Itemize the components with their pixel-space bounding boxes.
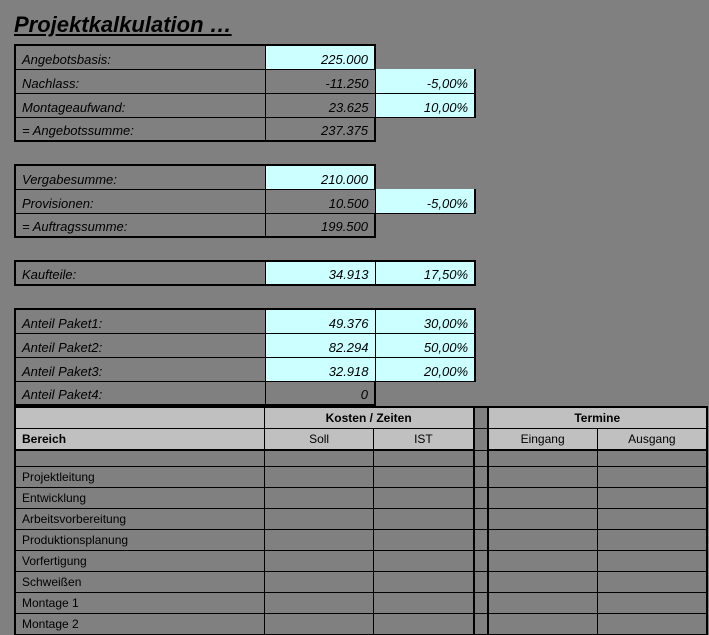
cell-ist[interactable] <box>374 571 474 592</box>
hdr-eingang: Eingang <box>488 429 598 451</box>
label-angebotssumme: = Angebotssumme: <box>15 117 265 141</box>
cell-soll[interactable] <box>264 571 374 592</box>
label-angebotsbasis: Angebotsbasis: <box>15 45 265 69</box>
cell-ausgang[interactable] <box>597 487 707 508</box>
page-title: Projektkalkulation … <box>14 12 703 38</box>
val-nachlass: -11.250 <box>265 69 375 93</box>
cell-soll[interactable] <box>264 487 374 508</box>
hdr-ist: IST <box>374 429 474 451</box>
val-auftragssumme: 199.500 <box>265 213 375 237</box>
hdr-termine: Termine <box>488 407 708 429</box>
table-row: Projektleitung <box>15 466 707 487</box>
pct-kaufteile[interactable]: 17,50% <box>375 261 475 285</box>
cell-ausgang[interactable] <box>597 550 707 571</box>
val-angebotssumme: 237.375 <box>265 117 375 141</box>
cell-ausgang[interactable] <box>597 508 707 529</box>
cell-eingang[interactable] <box>488 613 598 634</box>
cell-ist[interactable] <box>374 613 474 634</box>
cell-soll[interactable] <box>264 550 374 571</box>
cell-area: Arbeitsvorbereitung <box>15 508 264 529</box>
cell-ist[interactable] <box>374 508 474 529</box>
val-provisionen: 10.500 <box>265 189 375 213</box>
label-paket2: Anteil Paket2: <box>15 333 265 357</box>
cell-area: Montage 1 <box>15 592 264 613</box>
calc-table: Angebotsbasis: 225.000 Nachlass: -11.250… <box>14 44 476 406</box>
label-nachlass: Nachlass: <box>15 69 265 93</box>
cell-area: Montage 2 <box>15 613 264 634</box>
cell-ist[interactable] <box>374 466 474 487</box>
cell-soll[interactable] <box>264 466 374 487</box>
table-row: Schweißen <box>15 571 707 592</box>
pct-paket2[interactable]: 50,00% <box>375 333 475 357</box>
cell-ausgang[interactable] <box>597 613 707 634</box>
cell-ist[interactable] <box>374 550 474 571</box>
cell-eingang[interactable] <box>488 508 598 529</box>
cell-eingang[interactable] <box>488 550 598 571</box>
label-vergabesumme: Vergabesumme: <box>15 165 265 189</box>
cell-area: Schweißen <box>15 571 264 592</box>
hdr-ausgang: Ausgang <box>597 429 707 451</box>
cell-soll[interactable] <box>264 592 374 613</box>
table-row: Produktionsplanung <box>15 529 707 550</box>
cell-eingang[interactable] <box>488 529 598 550</box>
cell-soll[interactable] <box>264 613 374 634</box>
label-provisionen: Provisionen: <box>15 189 265 213</box>
pct-paket1[interactable]: 30,00% <box>375 309 475 333</box>
pct-montageaufwand[interactable]: 10,00% <box>375 93 475 117</box>
val-angebotsbasis[interactable]: 225.000 <box>265 45 375 69</box>
label-paket1: Anteil Paket1: <box>15 309 265 333</box>
cell-ist[interactable] <box>374 592 474 613</box>
label-paket3: Anteil Paket3: <box>15 357 265 381</box>
cell-eingang[interactable] <box>488 466 598 487</box>
schedule-table: Kosten / Zeiten Termine Bereich Soll IST… <box>14 406 708 635</box>
cell-area: Entwicklung <box>15 487 264 508</box>
val-paket3: 32.918 <box>265 357 375 381</box>
table-row: Montage 1 <box>15 592 707 613</box>
pct-paket3[interactable]: 20,00% <box>375 357 475 381</box>
val-montageaufwand: 23.625 <box>265 93 375 117</box>
table-row: Arbeitsvorbereitung <box>15 508 707 529</box>
hdr-kosten-zeiten: Kosten / Zeiten <box>264 407 473 429</box>
hdr-blank <box>15 407 264 429</box>
cell-area: Projektleitung <box>15 466 264 487</box>
val-kaufteile: 34.913 <box>265 261 375 285</box>
val-paket2: 82.294 <box>265 333 375 357</box>
label-kaufteile: Kaufteile: <box>15 261 265 285</box>
val-paket4: 0 <box>265 381 375 405</box>
hdr-soll: Soll <box>264 429 374 451</box>
cell-soll[interactable] <box>264 529 374 550</box>
val-vergabesumme[interactable]: 210.000 <box>265 165 375 189</box>
cell-ist[interactable] <box>374 529 474 550</box>
hdr-bereich: Bereich <box>15 429 264 451</box>
table-row: Vorfertigung <box>15 550 707 571</box>
cell-ausgang[interactable] <box>597 466 707 487</box>
cell-eingang[interactable] <box>488 592 598 613</box>
cell-ist[interactable] <box>374 487 474 508</box>
label-auftragssumme: = Auftragssumme: <box>15 213 265 237</box>
pct-provisionen[interactable]: -5,00% <box>375 189 475 213</box>
cell-area: Vorfertigung <box>15 550 264 571</box>
val-paket1: 49.376 <box>265 309 375 333</box>
table-row: Entwicklung <box>15 487 707 508</box>
cell-eingang[interactable] <box>488 487 598 508</box>
table-row: Montage 2 <box>15 613 707 634</box>
cell-ausgang[interactable] <box>597 592 707 613</box>
pct-nachlass[interactable]: -5,00% <box>375 69 475 93</box>
cell-eingang[interactable] <box>488 571 598 592</box>
label-montageaufwand: Montageaufwand: <box>15 93 265 117</box>
cell-ausgang[interactable] <box>597 529 707 550</box>
cell-ausgang[interactable] <box>597 571 707 592</box>
label-paket4: Anteil Paket4: <box>15 381 265 405</box>
cell-soll[interactable] <box>264 508 374 529</box>
cell-area: Produktionsplanung <box>15 529 264 550</box>
